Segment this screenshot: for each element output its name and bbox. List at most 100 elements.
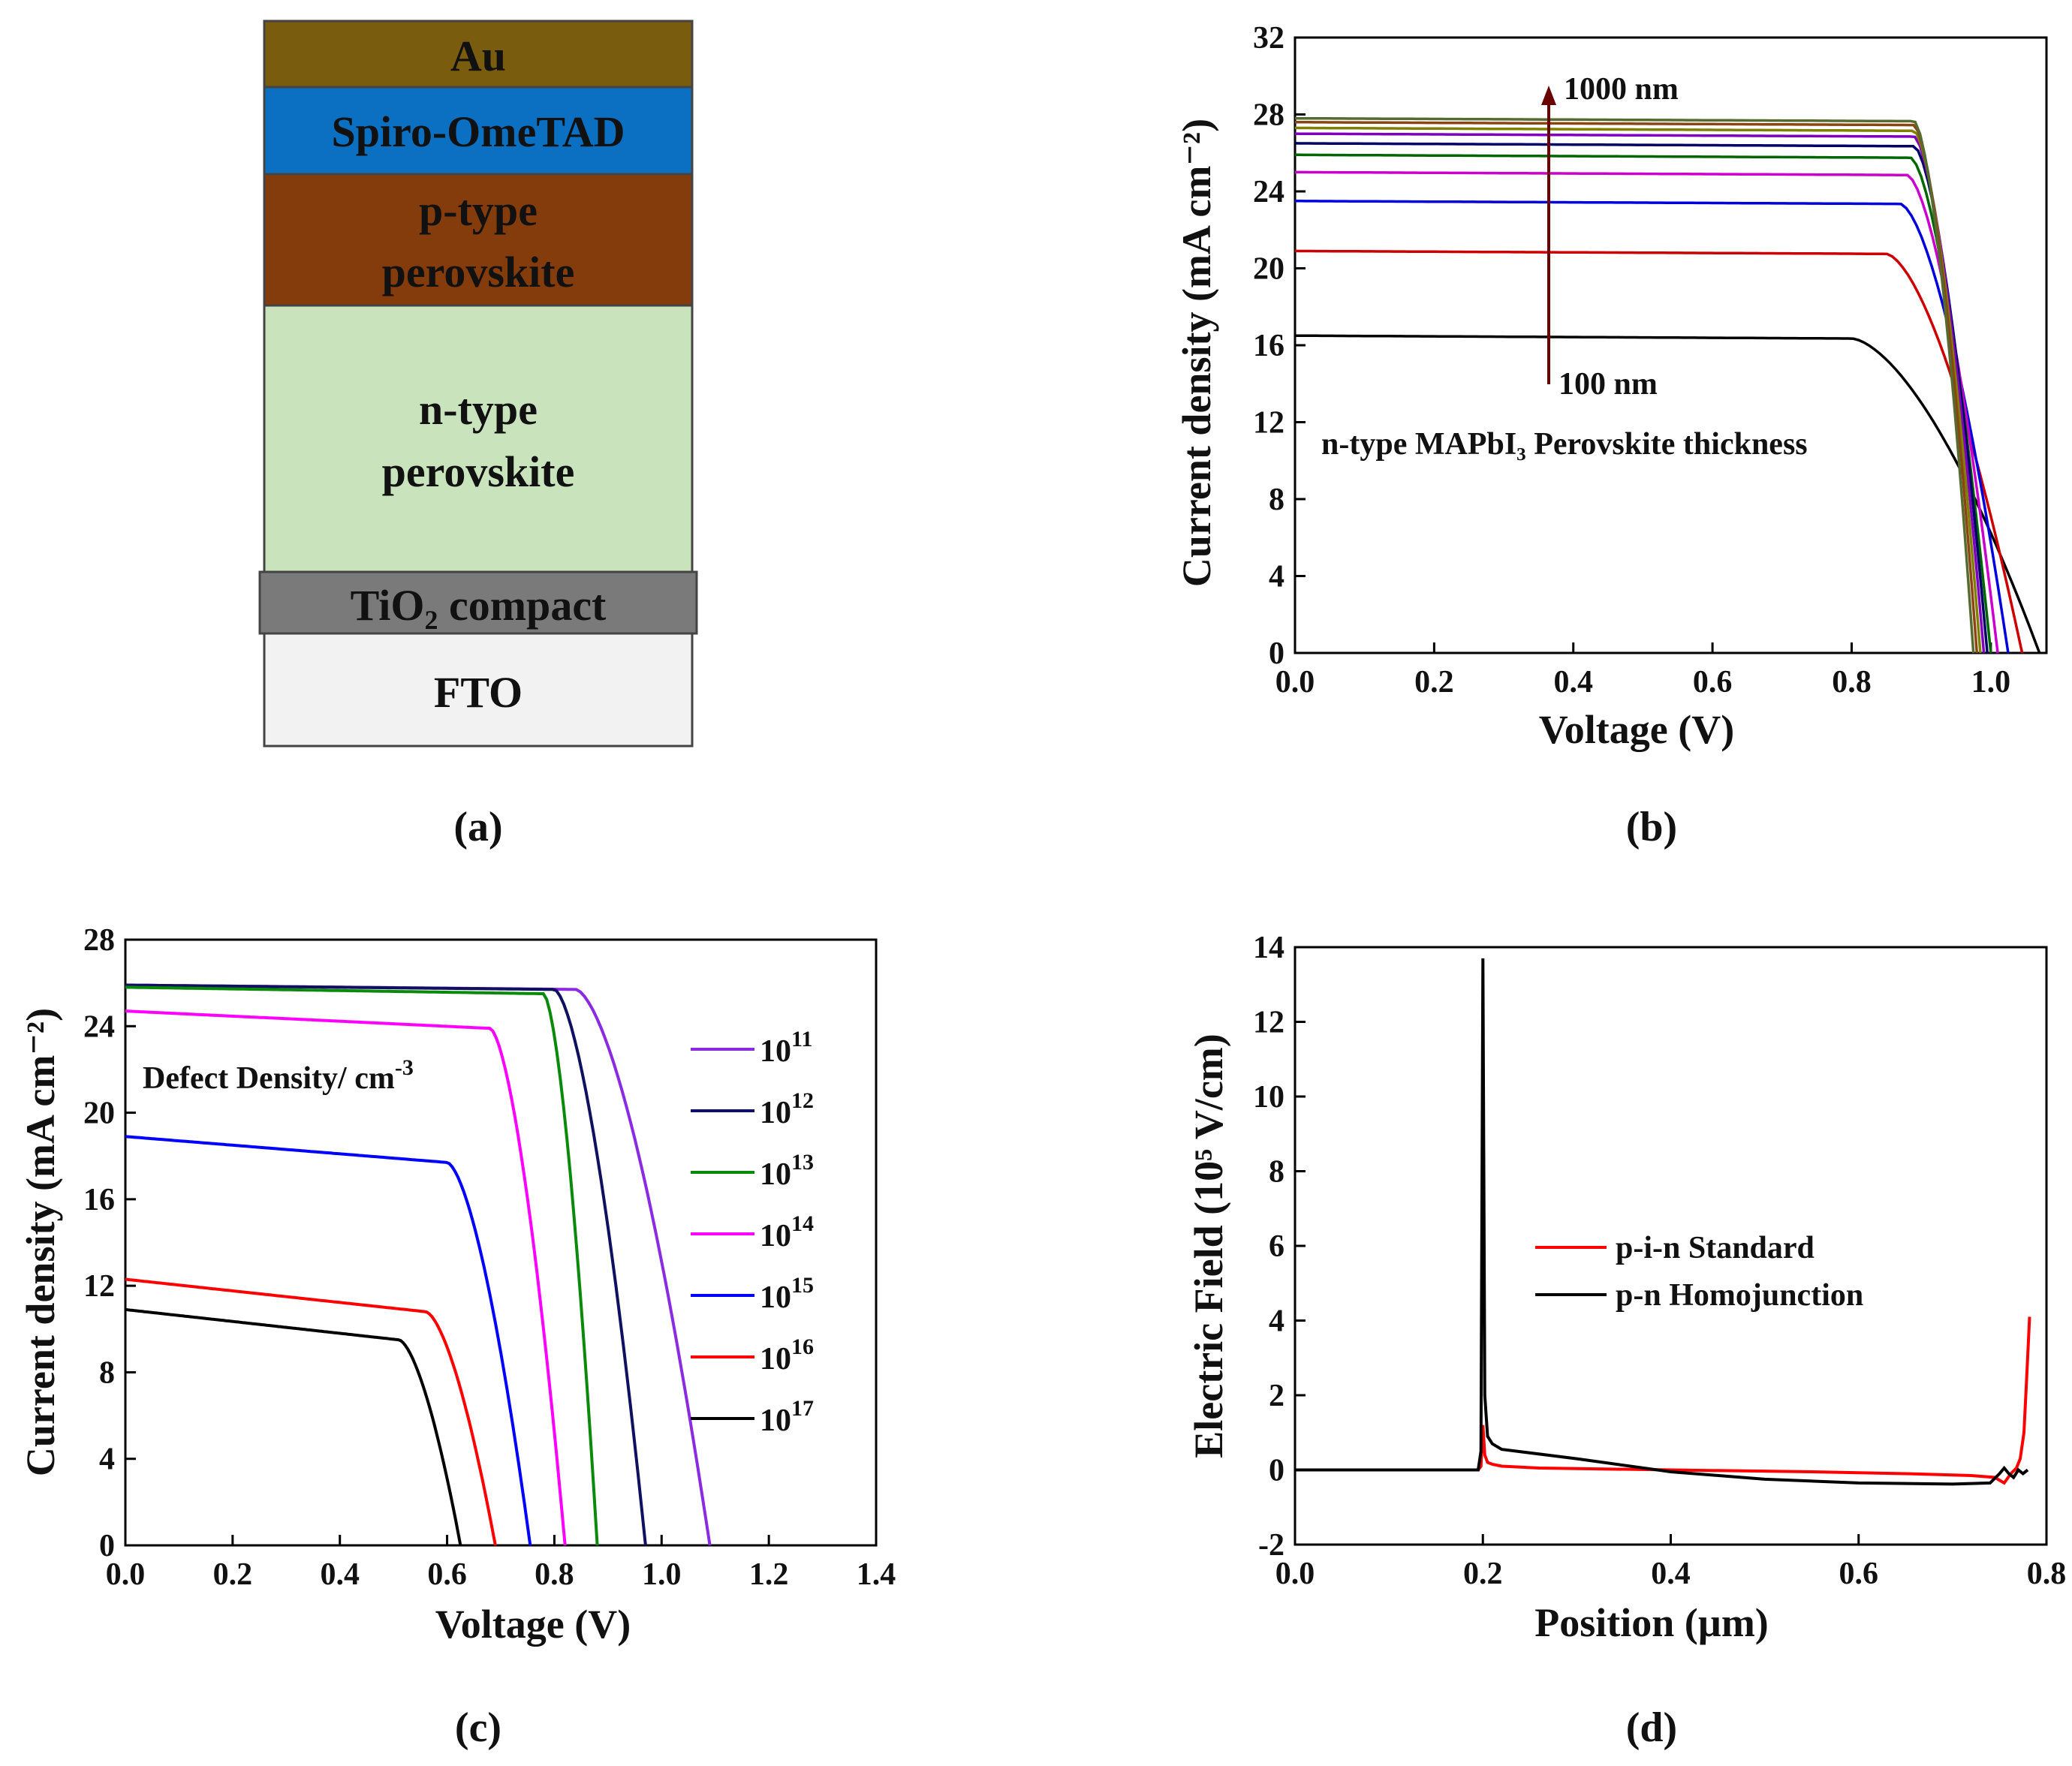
- d-ytick-label: 14: [1253, 931, 1284, 965]
- c-legend-base: 10: [760, 1157, 791, 1192]
- b-curve-600-nm: [1294, 142, 1989, 654]
- panel-label-a: (a): [453, 804, 502, 850]
- c-curve-13: [125, 985, 599, 1546]
- layer-ptype-label-line1: p-type: [419, 186, 538, 235]
- b-y-ticks: 0 4 8 12 16 20 24 28 32: [1253, 21, 1306, 671]
- layer-fto-label: FTO: [434, 668, 523, 717]
- c-legend-label-14: 1014: [760, 1211, 814, 1253]
- d-curves: [1295, 958, 2031, 1486]
- c-legend-sup: 15: [791, 1273, 814, 1298]
- c-legend-sup: 17: [791, 1396, 814, 1421]
- b-ytick-label: 28: [1253, 98, 1284, 133]
- b-ytick-label: 32: [1253, 21, 1284, 56]
- d-ytick-label: 8: [1269, 1155, 1284, 1190]
- annotation-100nm: 100 nm: [1559, 367, 1658, 402]
- c-legend-label-17: 1017: [760, 1396, 814, 1438]
- annotation-thickness-title: n-type MAPbI₃ Perovskite thickness: [1321, 427, 1808, 462]
- defect-density-sup: -3: [395, 1055, 414, 1080]
- c-legend-sup: 16: [791, 1334, 814, 1359]
- thickness-arrow-head: [1541, 86, 1556, 105]
- b-xtick-label: 0.0: [1275, 665, 1315, 699]
- annotation-defect-density: Defect Density/ cm-3: [143, 1055, 414, 1096]
- c-legend-sup: 12: [791, 1088, 814, 1113]
- c-legend-label-13: 1013: [760, 1150, 814, 1192]
- c-x-ticks: 0.0 0.2 0.4 0.6 0.8 1.0 1.2 1.4: [106, 1535, 896, 1592]
- tio2-subscript: 2: [425, 605, 438, 635]
- d-xtick-label: 0.4: [1651, 1557, 1691, 1591]
- panel-label-b: (b): [1626, 804, 1677, 850]
- layer-ptype-label-line2: perovskite: [382, 248, 575, 296]
- b-ytick-label: 24: [1253, 175, 1284, 209]
- c-ytick-label: 16: [83, 1183, 115, 1217]
- c-xtick-label: 0.6: [427, 1557, 467, 1592]
- b-xtick-label: 1.0: [1971, 665, 2011, 699]
- defect-density-base: Defect Density/ cm: [143, 1061, 395, 1096]
- b-xtick-label: 0.8: [1832, 665, 1872, 699]
- b-curve-200-nm: [1294, 249, 2024, 654]
- b-x-ticks: 0.0 0.2 0.4 0.6 0.8 1.0: [1275, 642, 2010, 699]
- b-ytick-label: 0: [1269, 636, 1284, 671]
- c-xtick-label: 1.0: [642, 1557, 682, 1592]
- d-ytick-label: 0: [1269, 1454, 1284, 1488]
- c-xtick-label: 0.8: [535, 1557, 574, 1592]
- panel-d-electric-field: -2 0 2 4 6 8 10 12 14 0.0 0.2 0.4 0.6 0.8 p-i-n Stan…: [1186, 931, 2066, 1645]
- layer-tio2-label: TiO2 compact: [351, 581, 607, 635]
- layer-spiro-ometad: [263, 86, 694, 176]
- d-ytick-label: -2: [1258, 1528, 1284, 1563]
- c-legend-label-12: 1012: [760, 1088, 814, 1130]
- c-curve-12: [125, 983, 647, 1546]
- d-xtick-label: 0.0: [1275, 1557, 1315, 1591]
- b-y-axis-label: Current density (mA cm⁻²): [1174, 119, 1219, 587]
- panel-label-c: (c): [455, 1704, 501, 1751]
- b-curves: [1294, 116, 2041, 654]
- b-x-axis-label: Voltage (V): [1539, 707, 1734, 752]
- tio2-base: TiO: [351, 581, 425, 630]
- legend-label-pn: p-n Homojunction: [1616, 1278, 1863, 1313]
- d-ytick-label: 6: [1269, 1229, 1284, 1264]
- b-curve-900-nm: [1295, 121, 1979, 654]
- d-y-axis-label: Electric Field (10⁵ V/cm): [1186, 1033, 1231, 1458]
- panel-c-jv-defect: 0 4 8 12 16 20 24 28 0.0 0.2 0.4 0.6 0.8 1.0 1.2 1.4 1…: [18, 923, 896, 1647]
- panel-b-jv-thickness: 0 4 8 12 16 20 24 28 32 0.0 0.2 0.4 0.6 0.8 1.0 1000 …: [1174, 21, 2048, 752]
- d-ytick-label: 2: [1269, 1379, 1284, 1413]
- b-curve-400-nm: [1295, 170, 1999, 654]
- legend-label-pin: p-i-n Standard: [1616, 1231, 1815, 1265]
- panel-label-d: (d): [1626, 1704, 1677, 1751]
- c-curve-14: [125, 1009, 567, 1546]
- c-xtick-label: 1.4: [857, 1557, 896, 1592]
- b-ytick-label: 12: [1253, 406, 1284, 441]
- d-ytick-label: 10: [1253, 1080, 1284, 1115]
- d-xtick-label: 0.2: [1463, 1557, 1503, 1591]
- b-curve-700-nm: [1294, 132, 1986, 654]
- d-y-ticks: -2 0 2 4 6 8 10 12 14: [1253, 931, 1306, 1563]
- d-ytick-label: 4: [1269, 1304, 1284, 1339]
- layer-n-type-perovskite: [263, 304, 694, 573]
- c-curves: [125, 983, 712, 1546]
- layer-au: [263, 20, 694, 89]
- d-ytick-label: 12: [1253, 1006, 1284, 1040]
- c-ytick-label: 4: [99, 1443, 115, 1477]
- c-curve-16: [125, 1277, 497, 1546]
- b-curve-1000-nm: [1294, 116, 1975, 654]
- b-ytick-label: 20: [1253, 252, 1284, 287]
- layer-ntype-label-line2: perovskite: [382, 447, 575, 496]
- d-curve-p-i-n-Standard: [1295, 1316, 2031, 1485]
- plot-frame-c: [124, 938, 878, 1547]
- c-xtick-label: 0.2: [213, 1557, 253, 1592]
- c-x-axis-label: Voltage (V): [435, 1602, 631, 1647]
- panel-a-device-stack: Au Spiro-OmeTAD p-type perovskite n-type…: [258, 20, 698, 748]
- c-legend-label-16: 1016: [760, 1334, 814, 1376]
- layer-au-label: Au: [450, 32, 506, 80]
- c-y-ticks: 0 4 8 12 16 20 24 28: [83, 923, 136, 1563]
- d-x-axis-label: Position (µm): [1534, 1600, 1769, 1645]
- c-ytick-label: 12: [83, 1269, 115, 1304]
- c-xtick-label: 0.4: [320, 1557, 360, 1592]
- b-curve-800-nm: [1294, 126, 1982, 654]
- b-curve-500-nm: [1295, 153, 1992, 654]
- b-ytick-label: 8: [1269, 483, 1284, 517]
- c-legend-label-15: 1015: [760, 1273, 814, 1315]
- d-xtick-label: 0.8: [2027, 1557, 2067, 1591]
- c-curve-15: [125, 1135, 532, 1546]
